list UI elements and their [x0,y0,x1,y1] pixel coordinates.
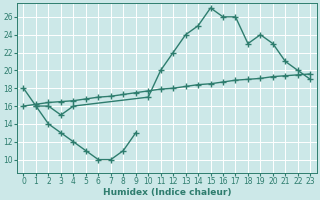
X-axis label: Humidex (Indice chaleur): Humidex (Indice chaleur) [103,188,231,197]
